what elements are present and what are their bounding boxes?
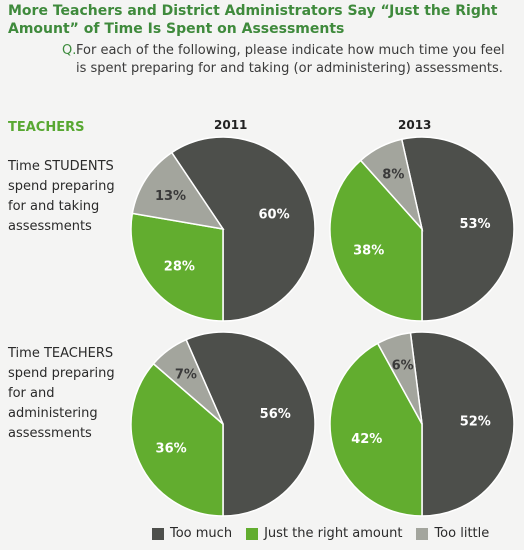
pie-slice-too-little [131, 151, 225, 231]
legend-swatch-too-much [152, 527, 164, 540]
pie-slice-just-right [329, 342, 423, 517]
pie-slice-too-little [376, 331, 423, 425]
data-label-just-right: 28% [164, 260, 195, 275]
pie-slice-just-right [130, 362, 224, 517]
row-label-students: Time STUDENTS spend preparing for and ta… [8, 159, 115, 234]
pie-slice-too-much [185, 331, 316, 517]
question-marker: Q. [62, 43, 77, 58]
data-label-too-little: 6% [392, 359, 414, 374]
pie-chart-teachers-2011: 56% 36% 7% [130, 331, 316, 517]
year-label-2013: 2013 [398, 118, 432, 132]
data-label-too-little: 7% [175, 368, 197, 383]
pie-chart-students-2011: 60% 28% 13% [130, 136, 316, 322]
pie-slice-just-right [329, 159, 423, 322]
pie-slice-just-right [130, 212, 224, 322]
group-label-teachers: TEACHERS [8, 120, 85, 135]
pie-slice-too-much [170, 136, 316, 322]
pie-slice-too-little [152, 338, 224, 425]
legend-label-too-much: Too much [170, 526, 233, 541]
legend-item-too-little: Too little [416, 526, 489, 541]
legend-swatch-just-right [246, 527, 259, 540]
survey-question: Q. For each of the following, please ind… [62, 42, 512, 78]
chart-title: More Teachers and District Administrator… [8, 3, 498, 37]
data-label-just-right: 42% [351, 432, 382, 447]
data-label-too-much: 56% [260, 407, 291, 422]
pie-slice-too-little [359, 138, 424, 232]
pie-slice-too-much [409, 331, 515, 517]
data-label-too-little: 8% [382, 167, 404, 182]
question-text: For each of the following, please indica… [76, 43, 505, 76]
data-label-too-much: 53% [459, 217, 490, 232]
legend-label-just-right: Just the right amount [264, 526, 403, 541]
legend-item-just-right: Just the right amount [246, 526, 402, 541]
row-label-teachers: Time TEACHERS spend preparing for and ad… [8, 346, 115, 441]
data-label-too-much: 52% [460, 415, 491, 430]
year-label-2011: 2011 [214, 118, 248, 132]
pie-slice-too-much [400, 136, 515, 322]
pie-chart-students-2013: 53% 38% 8% [329, 136, 515, 322]
data-label-just-right: 36% [156, 442, 187, 457]
chart-legend: Too much Just the right amount Too littl… [152, 526, 512, 541]
pie-chart-teachers-2013: 52% 42% 6% [329, 331, 515, 517]
legend-item-too-much: Too much [152, 526, 232, 541]
data-label-too-much: 60% [258, 207, 289, 222]
legend-label-too-little: Too little [434, 526, 490, 541]
legend-swatch-too-little [416, 527, 429, 540]
data-label-too-little: 13% [155, 189, 186, 204]
data-label-just-right: 38% [353, 243, 384, 258]
